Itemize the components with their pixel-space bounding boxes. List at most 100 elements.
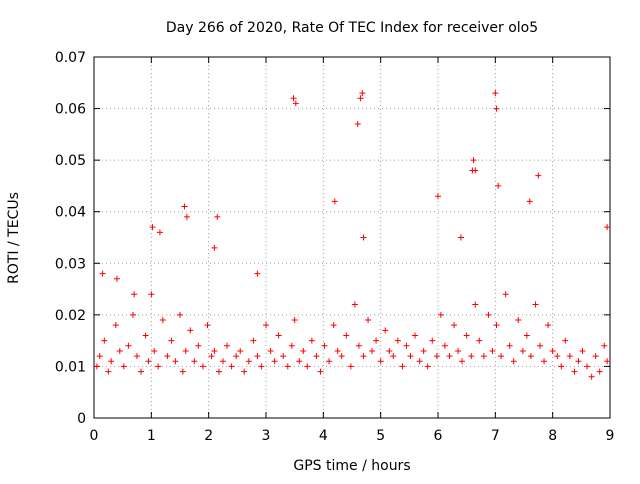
data-point (541, 358, 548, 365)
data-point (317, 368, 324, 375)
data-point (493, 322, 500, 329)
data-point (416, 358, 423, 365)
data-point (291, 317, 298, 324)
data-point (485, 311, 492, 318)
y-tick-labels: 0 0.01 0.02 0.03 0.04 0.05 0.06 0.07 (55, 50, 86, 427)
data-point (96, 353, 103, 360)
data-point (562, 337, 569, 344)
data-point (105, 368, 112, 375)
data-point (347, 363, 354, 370)
data-point (284, 363, 291, 370)
data-point (131, 291, 138, 298)
data-point (575, 358, 582, 365)
data-point (527, 353, 534, 360)
data-point (179, 368, 186, 375)
data-point (138, 368, 145, 375)
data-point (468, 353, 475, 360)
data-point (495, 182, 502, 189)
data-point (211, 347, 218, 354)
data-point (480, 353, 487, 360)
y-axis-label: ROTI / TECUs (6, 192, 22, 284)
data-point (300, 347, 307, 354)
data-point (429, 337, 436, 344)
data-point (148, 291, 155, 298)
y-tick-label: 0 (77, 411, 86, 427)
data-point (588, 373, 595, 380)
data-point (113, 275, 120, 282)
data-point (554, 353, 561, 360)
data-point (263, 322, 269, 329)
data-point (343, 332, 350, 339)
y-tick-label: 0.07 (55, 50, 86, 66)
plot-area-frame (93, 56, 611, 419)
data-point (424, 363, 431, 370)
data-point (359, 90, 366, 97)
data-point (321, 342, 328, 349)
data-point (515, 317, 522, 324)
data-point (214, 213, 221, 220)
data-point (224, 342, 231, 349)
data-point (183, 213, 190, 220)
x-tick-label: 4 (319, 428, 328, 444)
data-point (108, 358, 115, 365)
data-point (250, 337, 257, 344)
data-point (459, 358, 466, 365)
data-point (334, 347, 341, 354)
data-point (101, 337, 108, 344)
data-point (604, 358, 611, 365)
data-point (386, 347, 393, 354)
x-tick-label: 8 (548, 428, 557, 444)
data-point (535, 172, 542, 179)
data-point (164, 353, 171, 360)
data-point (377, 358, 384, 365)
data-point (433, 353, 440, 360)
data-point (99, 270, 106, 277)
data-point (506, 342, 513, 349)
x-tick-label: 9 (606, 428, 615, 444)
data-point (523, 332, 530, 339)
data-points (93, 90, 611, 380)
data-point (489, 347, 496, 354)
grid (94, 57, 610, 418)
data-point (472, 301, 479, 308)
x-tick-label: 0 (90, 428, 99, 444)
data-point (455, 347, 462, 354)
data-point (360, 353, 367, 360)
data-point (412, 332, 419, 339)
data-point (549, 347, 556, 354)
data-point (355, 342, 362, 349)
data-point (532, 301, 539, 308)
data-point (275, 332, 282, 339)
data-point (254, 353, 261, 360)
data-point (288, 342, 295, 349)
data-point (357, 95, 364, 102)
data-point (195, 342, 202, 349)
data-point (331, 198, 338, 205)
data-point (292, 100, 299, 107)
data-point (151, 347, 158, 354)
data-point (215, 368, 222, 375)
data-point (304, 363, 311, 370)
x-tick-labels: 0 1 2 3 4 5 6 7 8 9 (90, 428, 615, 444)
data-point (181, 203, 188, 210)
y-tick-label: 0.05 (55, 153, 86, 169)
data-point (457, 234, 464, 241)
y-tick-label: 0.03 (55, 256, 86, 272)
data-point (280, 353, 287, 360)
data-point (149, 224, 156, 231)
data-point (435, 193, 441, 200)
data-point (420, 347, 427, 354)
data-point (199, 363, 206, 370)
data-point (441, 342, 448, 349)
data-point (220, 358, 226, 365)
data-point (463, 332, 470, 339)
data-point (116, 347, 123, 354)
data-point (93, 363, 100, 370)
data-point (571, 368, 578, 375)
y-tick-label: 0.01 (55, 359, 86, 375)
y-tick-label: 0.02 (55, 308, 86, 324)
data-point (129, 311, 136, 318)
data-point (187, 327, 194, 334)
x-tick-label: 3 (262, 428, 271, 444)
